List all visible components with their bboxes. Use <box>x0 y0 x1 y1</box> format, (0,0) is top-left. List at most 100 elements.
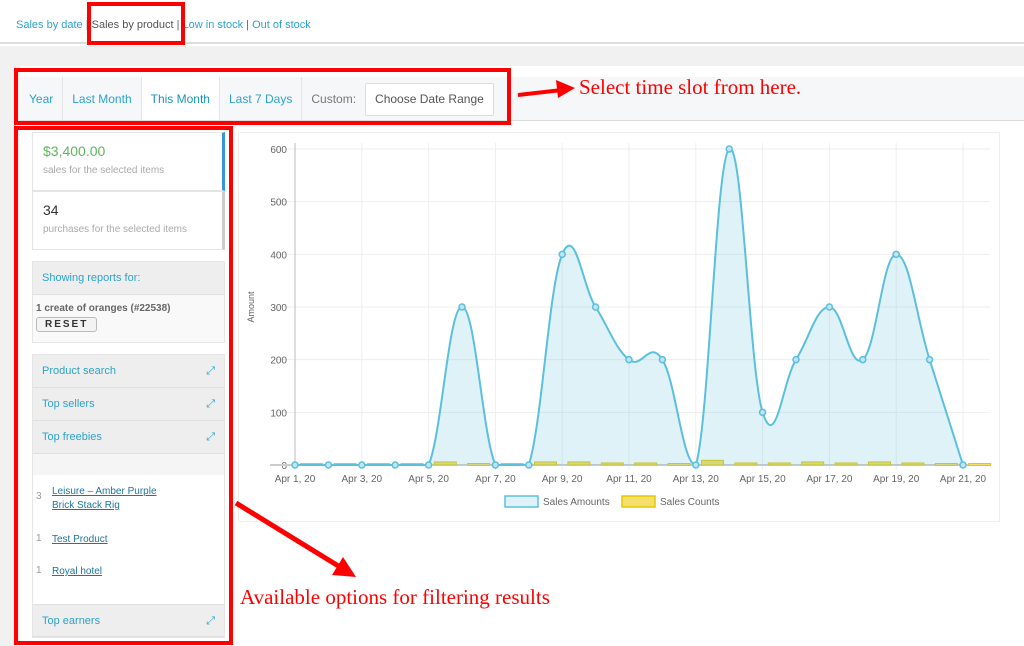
data-point <box>525 461 533 469</box>
x-tick-label: Apr 21, 20 <box>940 474 987 485</box>
y-tick-label: 500 <box>270 198 287 209</box>
y-tick-label: 0 <box>281 461 287 472</box>
x-tick-label: Apr 3, 20 <box>342 474 383 485</box>
data-point <box>692 461 700 469</box>
item-count: 1 <box>36 533 42 544</box>
date-range-input[interactable]: Choose Date Range <box>365 83 494 116</box>
arrow-head-icon <box>556 80 575 98</box>
item-count: 1 <box>36 565 42 576</box>
list-item: 1 Royal hotel <box>33 565 224 579</box>
highlight-box <box>14 68 511 125</box>
stat-sales: $3,400.00 sales for the selected items <box>32 132 225 191</box>
count-bar <box>433 461 457 466</box>
reset-button[interactable]: RESET <box>36 317 98 332</box>
legend-swatch <box>621 495 656 508</box>
stat-label: sales for the selected items <box>43 165 165 176</box>
stat-value: 34 <box>43 202 59 218</box>
x-tick-label: Apr 1, 20 <box>275 474 316 485</box>
x-tick-label: Apr 11, 20 <box>606 474 652 485</box>
annotation-time: Select time slot from here. <box>579 75 802 99</box>
nav-low-in-stock[interactable]: Low in stock <box>182 19 244 31</box>
nav-sales-by-product[interactable]: Sales by product <box>91 19 174 31</box>
y-tick-label: 300 <box>270 303 287 314</box>
expand-icon[interactable]: ⤢ <box>206 431 215 443</box>
count-bar <box>934 463 958 466</box>
data-point <box>391 461 399 469</box>
legend-swatch <box>504 495 539 508</box>
y-tick-label: 400 <box>270 250 287 261</box>
list-item: 3 Leisure – Amber Purple Brick Stack Rig <box>33 485 224 513</box>
count-bar <box>734 462 758 466</box>
data-point <box>558 250 566 259</box>
stat-value: $3,400.00 <box>43 143 106 159</box>
count-bar <box>534 461 557 466</box>
annotation-filters: Available options for filtering results <box>240 585 550 609</box>
arrow-head-icon <box>332 557 356 577</box>
data-point <box>825 303 834 311</box>
data-point <box>491 461 500 469</box>
count-bar <box>834 462 858 466</box>
count-bar <box>701 459 724 466</box>
data-point <box>792 355 800 364</box>
data-point <box>892 250 900 259</box>
legend-label: Sales Amounts <box>543 497 610 508</box>
top-earners-header[interactable]: Top earners ⤢ <box>33 604 224 637</box>
chart-container <box>238 132 1000 522</box>
nav-out-of-stock[interactable]: Out of stock <box>252 19 311 31</box>
list-item: 1 Test Product <box>33 533 224 547</box>
nav-separator: | <box>246 19 250 31</box>
x-tick-label: Apr 15, 20 <box>740 474 787 485</box>
data-point <box>925 355 934 364</box>
expand-icon[interactable]: ⤢ <box>206 398 215 410</box>
item-link[interactable]: Test Product <box>52 534 108 545</box>
count-bar <box>634 462 658 466</box>
legend-label: Sales Counts <box>660 497 719 508</box>
count-bar <box>801 461 825 466</box>
nav-sales-by-date[interactable]: Sales by date <box>16 19 83 31</box>
highlight-box <box>14 126 233 645</box>
arrow-icon <box>234 500 342 570</box>
data-point <box>424 461 433 469</box>
top-sellers-header[interactable]: Top sellers ⤢ <box>33 388 224 421</box>
count-bar <box>868 461 891 466</box>
data-point <box>959 461 967 469</box>
data-point <box>758 408 767 417</box>
x-tick-label: Apr 5, 20 <box>408 474 449 485</box>
item-link[interactable]: Royal hotel <box>52 566 103 577</box>
data-point <box>291 461 299 469</box>
showing-reports-box: Showing reports for: 1 create of oranges… <box>32 261 225 343</box>
y-tick-label: 200 <box>270 356 287 367</box>
top-freebies-label: Top freebies <box>42 431 102 443</box>
item-link[interactable]: Leisure – Amber Purple Brick Stack Rig <box>52 486 157 511</box>
data-point <box>358 461 366 469</box>
y-axis-label: Amount <box>246 291 256 323</box>
count-bar <box>667 463 691 466</box>
product-search-header[interactable]: Product search ⤢ <box>33 355 224 388</box>
sidebar: $3,400.00 sales for the selected items 3… <box>32 132 225 638</box>
expand-icon[interactable]: ⤢ <box>206 365 215 377</box>
highlight-box <box>87 2 185 45</box>
x-tick-label: Apr 7, 20 <box>475 474 516 485</box>
tab-year[interactable]: Year <box>20 77 64 120</box>
top-freebies-header[interactable]: Top freebies ⤢ <box>33 421 224 454</box>
tab-last-month[interactable]: Last Month <box>63 77 142 120</box>
showing-reports-title: Showing reports for: <box>33 262 224 295</box>
time-range-tabs: Year Last Month This Month Last 7 Days C… <box>20 77 1024 121</box>
x-tick-label: Apr 19, 20 <box>873 474 920 485</box>
y-tick-label: 100 <box>270 408 287 419</box>
tab-last-7-days[interactable]: Last 7 Days <box>220 77 303 120</box>
count-bar <box>901 462 925 466</box>
data-point <box>324 461 333 469</box>
x-tick-label: Apr 17, 20 <box>806 474 853 485</box>
top-sellers-label: Top sellers <box>42 398 95 410</box>
stat-purchases: 34 purchases for the selected items <box>32 191 225 250</box>
x-tick-label: Apr 13, 20 <box>673 474 720 485</box>
tab-this-month[interactable]: This Month <box>141 77 220 120</box>
data-point <box>658 355 667 364</box>
count-bar <box>600 462 624 466</box>
sales-amounts-area <box>295 148 963 465</box>
freebies-list: 3 Leisure – Amber Purple Brick Stack Rig … <box>33 475 224 604</box>
top-earners-label: Top earners <box>42 615 101 627</box>
spacer <box>33 454 224 475</box>
expand-icon[interactable]: ⤢ <box>206 615 215 627</box>
